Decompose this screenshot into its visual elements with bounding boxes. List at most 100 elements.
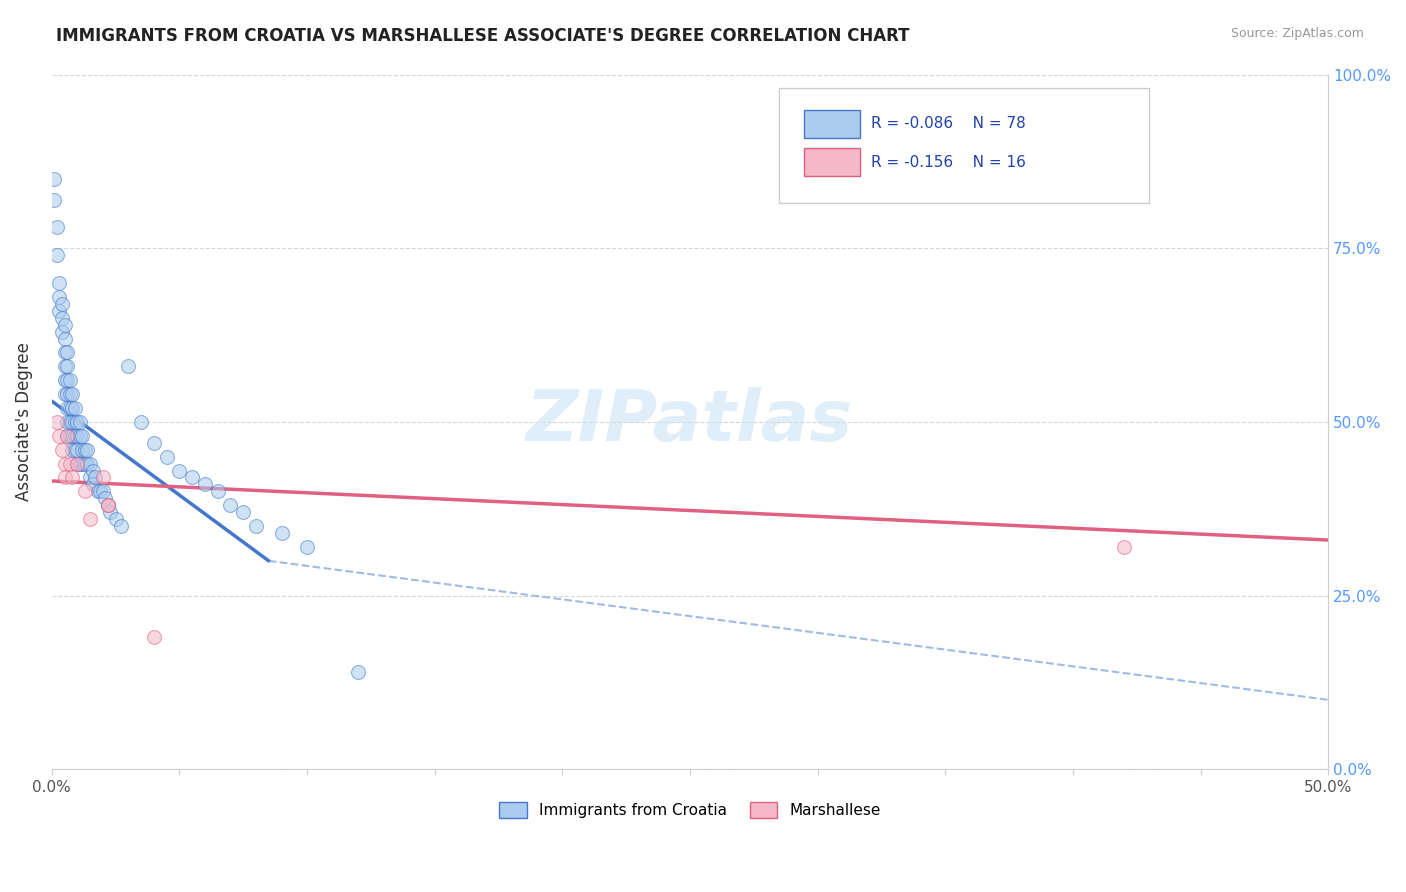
Point [169,464,191,478]
Point [69,429,91,443]
FancyBboxPatch shape [779,88,1150,203]
Point [45,415,67,429]
Point [53,318,76,332]
Point [97,498,120,512]
Point [129,415,152,429]
Point [97,498,120,512]
Point [56,359,79,374]
Point [82,477,104,491]
Point [245,519,267,533]
Point [142,435,165,450]
Text: R = -0.086    N = 78: R = -0.086 N = 78 [872,116,1026,131]
FancyBboxPatch shape [804,148,859,176]
Point [72,457,94,471]
Point [94,491,117,506]
Point [48,429,70,443]
Point [53,373,76,387]
Point [79,457,101,471]
Point [59,457,82,471]
Point [45,220,67,235]
Point [79,512,101,526]
Point [48,276,70,290]
Point [69,415,91,429]
Point [44,171,66,186]
Point [97,498,120,512]
Point [48,290,70,304]
Point [53,470,76,484]
Point [142,630,165,644]
Point [104,512,127,526]
Point [76,442,98,457]
Text: IMMIGRANTS FROM CROATIA VS MARSHALLESE ASSOCIATE'S DEGREE CORRELATION CHART: IMMIGRANTS FROM CROATIA VS MARSHALLESE A… [56,27,910,45]
Point [72,442,94,457]
Point [63,401,86,415]
Text: R = -0.156    N = 16: R = -0.156 N = 16 [872,154,1026,169]
Point [56,387,79,401]
FancyBboxPatch shape [804,110,859,137]
Point [82,464,104,478]
Point [56,345,79,359]
Point [76,457,98,471]
Point [60,470,83,484]
Point [89,484,111,499]
Point [73,484,96,499]
Point [232,505,254,519]
Point [59,401,82,415]
Point [347,665,370,679]
Legend: Immigrants from Croatia, Marshallese: Immigrants from Croatia, Marshallese [494,796,887,824]
Point [117,359,139,374]
Point [207,484,229,499]
Point [63,415,86,429]
Point [53,359,76,374]
Point [53,457,76,471]
Point [51,325,73,339]
Text: Source: ZipAtlas.com: Source: ZipAtlas.com [1230,27,1364,40]
Point [219,498,242,512]
Point [56,415,79,429]
Point [66,415,89,429]
Point [60,401,83,415]
Point [51,297,73,311]
Point [194,477,217,491]
Point [181,470,204,484]
Point [53,345,76,359]
Point [56,429,79,443]
Point [48,303,70,318]
Point [69,457,91,471]
Point [60,415,83,429]
Point [66,457,89,471]
Point [66,442,89,457]
Point [73,457,96,471]
Point [66,429,89,443]
Point [72,429,94,443]
Point [66,457,89,471]
Point [56,429,79,443]
Y-axis label: Associate's Degree: Associate's Degree [15,343,32,501]
Point [44,193,66,207]
Point [100,505,122,519]
Point [91,484,114,499]
Point [59,415,82,429]
Point [110,519,132,533]
Point [63,429,86,443]
Point [53,387,76,401]
Point [91,470,114,484]
Point [60,429,83,443]
Point [51,310,73,325]
Point [59,387,82,401]
Point [53,332,76,346]
Point [79,470,101,484]
Point [63,442,86,457]
Text: ZIPatlas: ZIPatlas [526,387,853,457]
Point [60,387,83,401]
Point [59,429,82,443]
Point [73,442,96,457]
Point [1112,540,1135,554]
Point [270,526,292,541]
Point [59,373,82,387]
Point [51,442,73,457]
Point [86,484,108,499]
Point [295,540,318,554]
Point [84,470,107,484]
Point [45,248,67,262]
